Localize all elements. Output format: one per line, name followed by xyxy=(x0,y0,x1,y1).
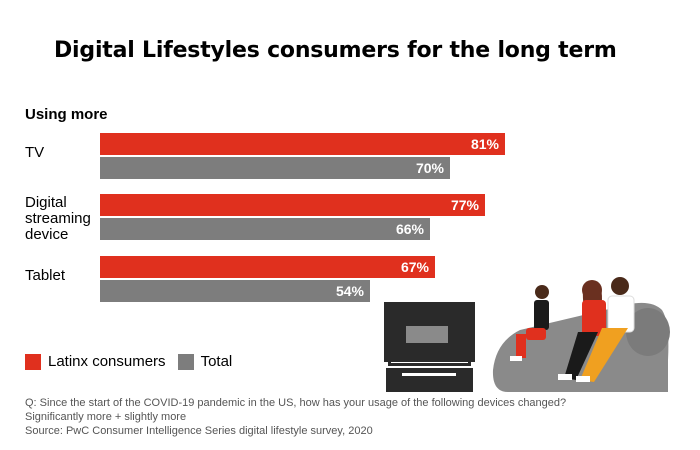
legend: Latinx consumers Total xyxy=(25,353,244,370)
footnote-note: Significantly more + slightly more xyxy=(25,411,187,423)
bar-total-tablet xyxy=(100,280,370,302)
chart-title: Digital Lifestyles consumers for the lon… xyxy=(54,38,617,63)
chart-subtitle: Using more xyxy=(25,106,108,123)
legend-swatch-latinx xyxy=(25,353,41,370)
bar-value-label-total-digital-streaming-device: 66% xyxy=(396,221,425,237)
bar-total-digital-streaming-device xyxy=(100,218,430,240)
bar-latinx-digital-streaming-device xyxy=(100,194,485,216)
bar-value-label-latinx-tv: 81% xyxy=(471,136,500,152)
bar-value-label-latinx-digital-streaming-device: 77% xyxy=(451,197,480,213)
bar-latinx-tv xyxy=(100,133,505,155)
footnote-source: Source: PwC Consumer Intelligence Series… xyxy=(25,425,373,437)
legend-label-total: Total xyxy=(200,353,233,370)
bar-value-label-total-tv: 70% xyxy=(416,160,445,176)
child-illustration xyxy=(510,285,549,361)
bar-total-tv xyxy=(100,157,450,179)
footnote: Q: Since the start of the COVID-19 pande… xyxy=(25,396,566,438)
man-illustration xyxy=(576,277,635,382)
bar-value-label-total-tablet: 54% xyxy=(336,283,365,299)
bar-latinx-tablet xyxy=(100,256,435,278)
tv-illustration xyxy=(384,302,475,392)
category-label-digital-streaming-device: Digital streaming device xyxy=(25,194,91,243)
category-label-tv: TV xyxy=(25,144,45,161)
legend-label-latinx: Latinx consumers xyxy=(48,353,166,370)
family-watching-tv-illustration xyxy=(384,277,670,392)
bar-value-label-latinx-tablet: 67% xyxy=(401,259,430,275)
category-label-tablet: Tablet xyxy=(25,267,66,284)
footnote-question: Q: Since the start of the COVID-19 pande… xyxy=(25,397,567,409)
legend-swatch-total xyxy=(177,353,194,370)
woman-illustration xyxy=(558,280,606,380)
